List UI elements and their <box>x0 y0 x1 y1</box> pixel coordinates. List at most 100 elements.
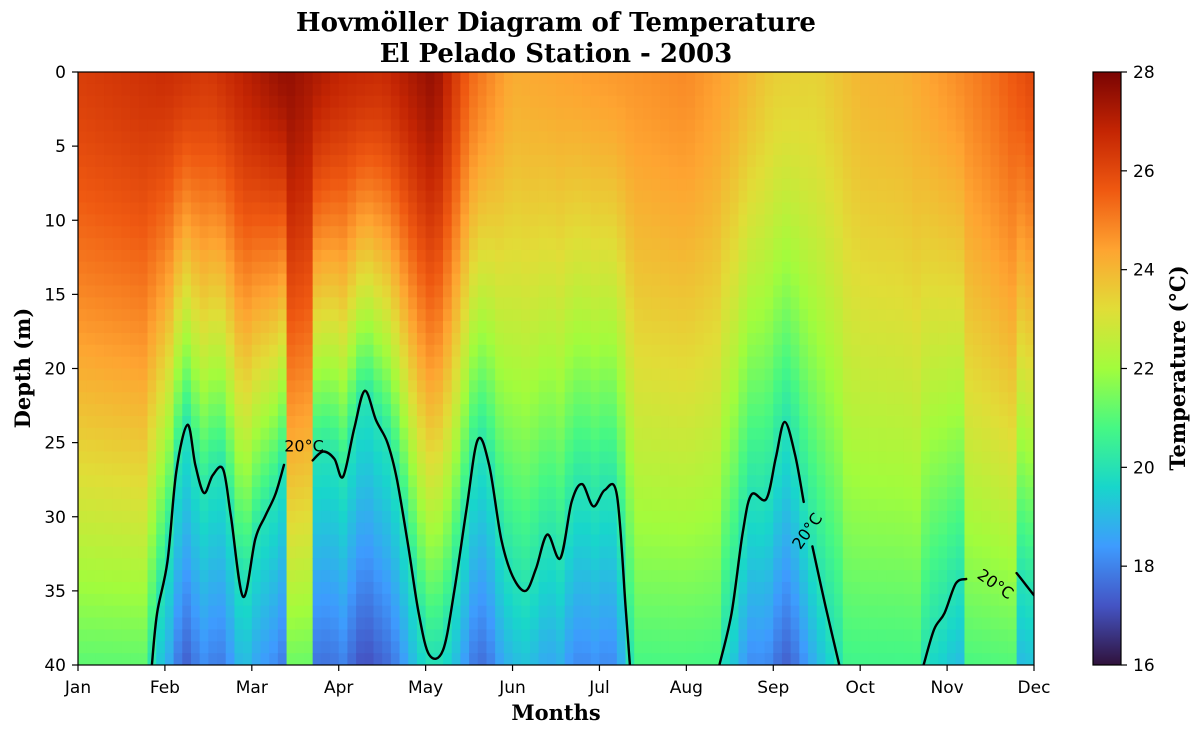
heatmap-cell <box>929 641 939 654</box>
heatmap-cell <box>95 534 105 547</box>
heatmap-cell <box>190 297 201 310</box>
heatmap-cell <box>825 297 835 310</box>
heatmap-cell <box>642 178 653 192</box>
heatmap-cell <box>625 226 635 239</box>
heatmap-cell <box>243 498 253 512</box>
heatmap-cell <box>564 214 574 227</box>
heatmap-cell <box>747 321 757 334</box>
heatmap-cell <box>642 309 653 322</box>
heatmap-cell <box>660 297 670 310</box>
heatmap-cell <box>78 617 88 631</box>
heatmap-cell <box>477 297 488 310</box>
heatmap-cell <box>208 605 218 619</box>
heatmap-cell <box>460 653 470 665</box>
heatmap-cell <box>808 463 818 476</box>
heatmap-cell <box>477 546 488 559</box>
heatmap-cell <box>217 178 227 192</box>
heatmap-cell <box>469 95 479 109</box>
heatmap-cell <box>443 214 453 227</box>
heatmap-cell <box>251 487 262 500</box>
heatmap-cell <box>712 155 722 168</box>
heatmap-cell <box>390 155 401 168</box>
heatmap-cell <box>104 475 114 488</box>
heatmap-cell <box>460 166 470 180</box>
heatmap-cell <box>425 226 435 239</box>
heatmap-cell <box>217 107 227 121</box>
heatmap-cell <box>104 119 114 132</box>
heatmap-cell <box>938 273 948 287</box>
heatmap-cell <box>729 107 740 121</box>
heatmap-cell <box>712 309 722 322</box>
heatmap-cell <box>625 344 635 358</box>
heatmap-cell <box>217 83 227 97</box>
heatmap-cell <box>808 155 818 168</box>
heatmap-cell <box>217 309 227 322</box>
heatmap-cell <box>190 475 201 488</box>
heatmap-cell <box>608 214 618 227</box>
heatmap-cell <box>416 226 427 239</box>
heatmap-cell <box>434 309 444 322</box>
heatmap-cell <box>625 131 635 144</box>
heatmap-cell <box>738 380 748 393</box>
heatmap-cell <box>477 344 488 358</box>
heatmap-cell <box>312 605 322 619</box>
heatmap-cell <box>825 641 835 654</box>
heatmap-cell <box>277 202 288 215</box>
heatmap-cell <box>321 155 331 168</box>
heatmap-cell <box>651 95 661 109</box>
heatmap-cell <box>495 190 505 204</box>
heatmap-cell <box>286 309 296 322</box>
heatmap-cell <box>330 368 340 381</box>
heatmap-cell <box>460 95 470 109</box>
heatmap-cell <box>399 451 409 464</box>
heatmap-cell <box>338 463 349 476</box>
heatmap-cell <box>747 202 757 215</box>
heatmap-cell <box>903 143 913 156</box>
heatmap-cell <box>921 143 931 156</box>
heatmap-cell <box>303 451 314 464</box>
heatmap-cell <box>521 380 531 393</box>
heatmap-cell <box>269 131 279 144</box>
heatmap-cell <box>929 510 939 524</box>
heatmap-cell <box>312 392 322 405</box>
heatmap-cell <box>95 487 105 500</box>
heatmap-cell <box>921 344 931 358</box>
heatmap-cell <box>703 487 714 500</box>
heatmap-cell <box>243 261 253 275</box>
heatmap-cell <box>390 178 401 192</box>
heatmap-cell <box>860 593 870 607</box>
heatmap-cell <box>608 653 618 665</box>
heatmap-cell <box>642 119 653 132</box>
heatmap-cell <box>495 166 505 180</box>
heatmap-cell <box>773 238 783 251</box>
heatmap-cell <box>338 273 349 287</box>
heatmap-cell <box>356 510 366 524</box>
heatmap-cell <box>886 427 896 441</box>
heatmap-cell <box>260 522 270 536</box>
heatmap-cell <box>78 581 88 595</box>
heatmap-cell <box>416 202 427 215</box>
heatmap-cell <box>564 131 574 144</box>
heatmap-cell <box>868 309 879 322</box>
heatmap-cell <box>269 107 279 121</box>
heatmap-cell <box>834 107 844 121</box>
heatmap-cell <box>921 415 931 429</box>
heatmap-cell <box>781 131 792 144</box>
heatmap-cell <box>199 498 209 512</box>
heatmap-cell <box>408 380 418 393</box>
heatmap-cell <box>703 404 714 417</box>
heatmap-cell <box>764 155 774 168</box>
heatmap-cell <box>538 95 548 109</box>
heatmap-cell <box>356 593 366 607</box>
heatmap-cell <box>912 629 922 642</box>
heatmap-cell <box>312 451 322 464</box>
heatmap-cell <box>868 605 879 619</box>
heatmap-cell <box>295 297 305 310</box>
heatmap-cell <box>747 226 757 239</box>
heatmap-cell <box>695 273 705 287</box>
heatmap-cell <box>886 321 896 334</box>
heatmap-cell <box>390 427 401 441</box>
heatmap-cell <box>677 558 687 571</box>
heatmap-cell <box>738 653 748 665</box>
heatmap-cell <box>503 653 514 665</box>
